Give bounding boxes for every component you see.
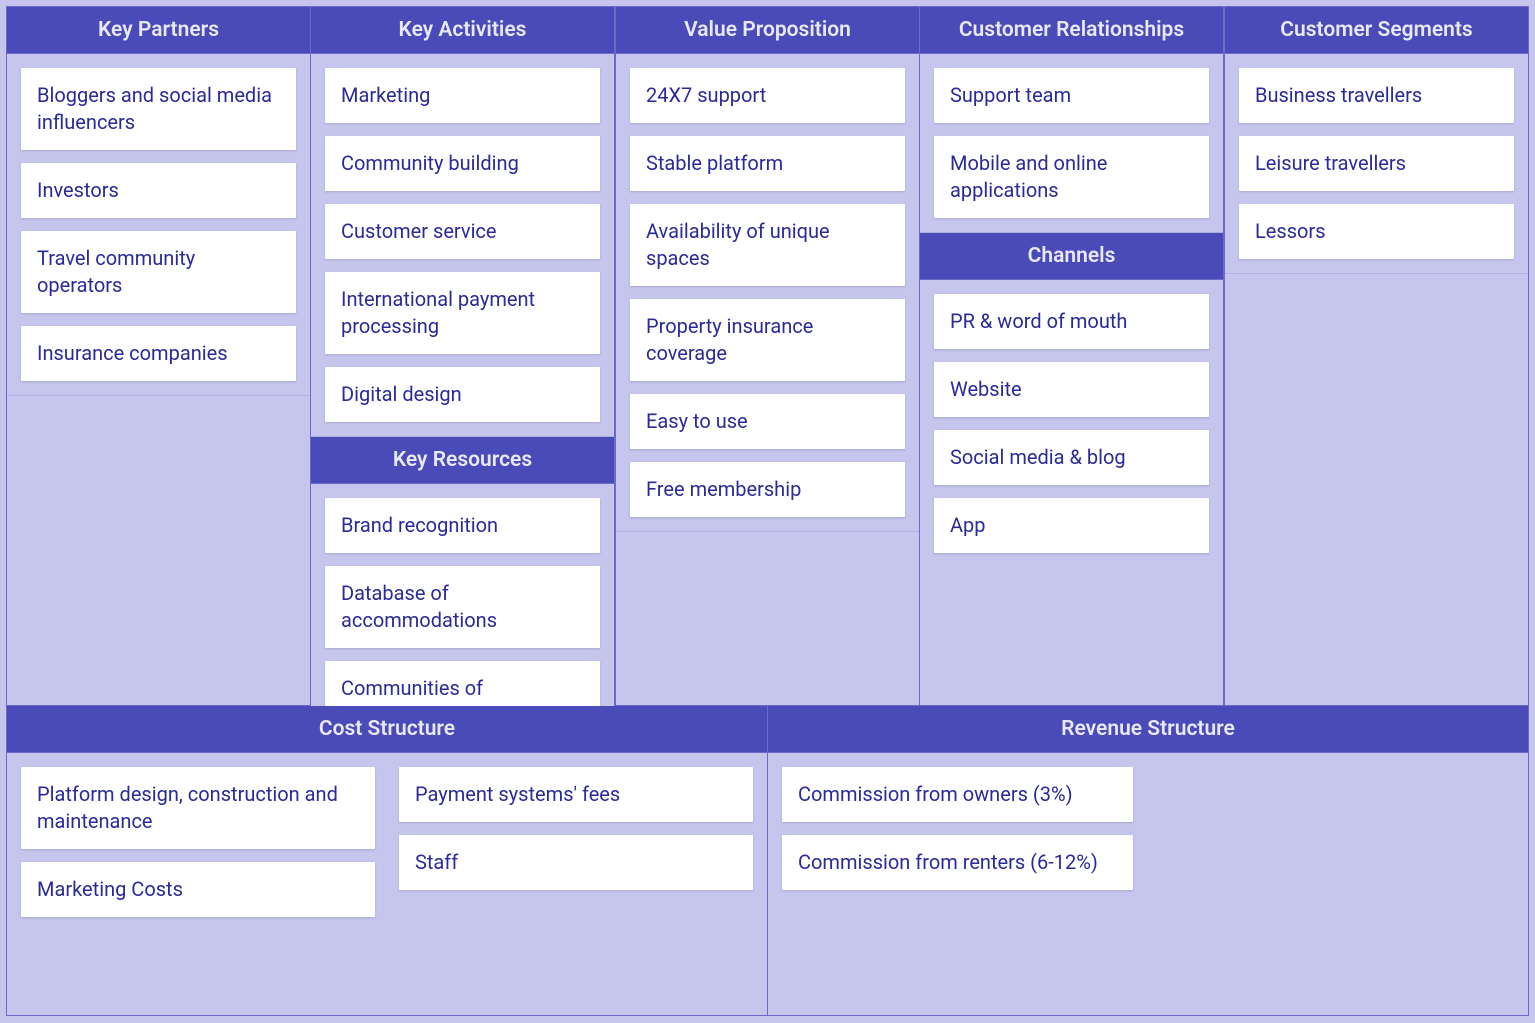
card: PR & word of mouth (934, 294, 1209, 349)
block-header: Customer Relationships (920, 7, 1223, 54)
block-filler (1225, 274, 1528, 705)
card: Lessors (1239, 204, 1514, 259)
block-header: Key Resources (311, 437, 614, 484)
card: Bloggers and social media influencers (21, 68, 296, 150)
card: Digital design (325, 367, 600, 422)
card: App (934, 498, 1209, 553)
block-body: Commission from owners (3%) Commission f… (768, 753, 1528, 1015)
card: Property insurance coverage (630, 299, 905, 381)
card: Travel community operators (21, 231, 296, 313)
card: Stable platform (630, 136, 905, 191)
bottom-row: Cost Structure Platform design, construc… (6, 706, 1529, 1016)
block-key-partners: Key Partners Bloggers and social media i… (6, 6, 311, 706)
card: Community building (325, 136, 600, 191)
block-header: Key Activities (311, 7, 614, 54)
inner-column-empty (1157, 767, 1514, 1001)
block-column-activities-resources: Key Activities Marketing Community build… (311, 6, 615, 706)
card: Commission from renters (6-12%) (782, 835, 1133, 890)
card: Insurance companies (21, 326, 296, 381)
inner-column: Platform design, construction and mainte… (21, 767, 375, 1001)
card: Availability of unique spaces (630, 204, 905, 286)
card: Business travellers (1239, 68, 1514, 123)
block-customer-segments: Customer Segments Business travellers Le… (1224, 6, 1529, 706)
card: Platform design, construction and mainte… (21, 767, 375, 849)
card: Easy to use (630, 394, 905, 449)
block-filler (616, 532, 919, 705)
card: Website (934, 362, 1209, 417)
card: Marketing (325, 68, 600, 123)
card: Marketing Costs (21, 862, 375, 917)
business-model-canvas: Key Partners Bloggers and social media i… (0, 0, 1535, 1023)
block-customer-relationships: Customer Relationships Support team Mobi… (920, 7, 1223, 233)
block-body: 24X7 support Stable platform Availabilit… (616, 54, 919, 532)
card: Social media & blog (934, 430, 1209, 485)
block-body: PR & word of mouth Website Social media … (920, 280, 1223, 705)
block-value-proposition: Value Proposition 24X7 support Stable pl… (615, 6, 920, 706)
block-body: Business travellers Leisure travellers L… (1225, 54, 1528, 274)
block-header: Customer Segments (1225, 7, 1528, 54)
card: Customer service (325, 204, 600, 259)
card: Support team (934, 68, 1209, 123)
block-filler (7, 396, 310, 705)
block-header: Cost Structure (7, 706, 767, 753)
card: Staff (399, 835, 753, 890)
card: International payment processing (325, 272, 600, 354)
block-channels: Channels PR & word of mouth Website Soci… (920, 233, 1223, 705)
card: Investors (21, 163, 296, 218)
block-body: Support team Mobile and online applicati… (920, 54, 1223, 233)
block-header: Value Proposition (616, 7, 919, 54)
block-body: Bloggers and social media influencers In… (7, 54, 310, 396)
block-column-relationships-channels: Customer Relationships Support team Mobi… (920, 6, 1224, 706)
card: Commission from owners (3%) (782, 767, 1133, 822)
card: Mobile and online applications (934, 136, 1209, 218)
block-header: Key Partners (7, 7, 310, 54)
top-row: Key Partners Bloggers and social media i… (6, 6, 1529, 706)
block-body: Marketing Community building Customer se… (311, 54, 614, 437)
block-header: Revenue Structure (768, 706, 1528, 753)
card: Free membership (630, 462, 905, 517)
block-cost-structure: Cost Structure Platform design, construc… (6, 706, 768, 1016)
block-key-activities: Key Activities Marketing Community build… (311, 7, 614, 437)
block-revenue-structure: Revenue Structure Commission from owners… (768, 706, 1529, 1016)
block-body: Platform design, construction and mainte… (7, 753, 767, 1015)
card: 24X7 support (630, 68, 905, 123)
card: Brand recognition (325, 498, 600, 553)
card: Payment systems' fees (399, 767, 753, 822)
inner-column: Commission from owners (3%) Commission f… (782, 767, 1133, 1001)
card: Database of accommodations (325, 566, 600, 648)
inner-column: Payment systems' fees Staff (399, 767, 753, 1001)
block-header: Channels (920, 233, 1223, 280)
card: Leisure travellers (1239, 136, 1514, 191)
